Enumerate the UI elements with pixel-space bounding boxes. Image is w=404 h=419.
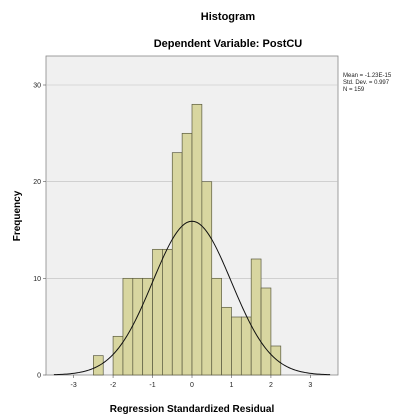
stats-box: Mean = -1.23E-15 Std. Dev. = 0.997 N = 1… (343, 73, 392, 93)
x-axis-label: Regression Standardized Residual (110, 404, 275, 415)
y-tick-label-1: 10 (33, 276, 41, 283)
x-tick-label-2: -1 (149, 382, 155, 389)
histogram-bar-6 (152, 248, 163, 376)
x-tick-label-0: -3 (71, 382, 77, 389)
x-tick-label-3: 0 (190, 382, 194, 389)
histogram-bar-2 (112, 335, 124, 376)
stats-n: N = 159 (343, 87, 365, 93)
stats-mean: Mean = -1.23E-15 (343, 73, 392, 79)
chart-title: Histogram (201, 11, 256, 23)
stats-std-dev: Std. Dev. = 0.997 (343, 80, 390, 86)
histogram-bar-17 (260, 287, 272, 376)
y-tick-label-3: 30 (33, 83, 41, 90)
y-tick-label-2: 20 (33, 179, 41, 186)
histogram-bar-11 (201, 181, 213, 376)
y-tick-label-0: 0 (37, 373, 41, 380)
x-tick-label-1: -2 (110, 382, 116, 389)
histogram-bar-9 (181, 132, 193, 376)
normal-curve-layer (53, 220, 331, 376)
histogram-bar-18 (270, 345, 282, 376)
x-tick-label-5: 2 (269, 382, 273, 389)
x-axis-ticks: -3 -2 -1 0 1 2 3 (71, 375, 312, 389)
histogram-bar-10 (191, 103, 203, 376)
histogram-bar-16 (250, 258, 262, 376)
histogram-bar-4 (132, 277, 144, 376)
histogram-bar-15 (240, 316, 252, 376)
histogram-bar-12 (211, 277, 222, 376)
chart-subtitle: Dependent Variable: PostCU (154, 38, 303, 50)
histogram-bar-8 (171, 152, 183, 376)
histogram-bars (93, 103, 282, 376)
histogram-bar-7 (162, 248, 173, 376)
histogram-bar-3 (122, 277, 134, 376)
x-tick-label-6: 3 (308, 382, 312, 389)
histogram-bar-0 (93, 355, 104, 376)
histogram-bar-14 (231, 316, 242, 376)
y-axis-label: Frequency (12, 190, 23, 241)
histogram-bar-13 (221, 306, 232, 376)
normal-curve (53, 220, 331, 376)
x-tick-label-4: 1 (230, 382, 234, 389)
y-axis-ticks: 0 10 20 30 (33, 83, 46, 380)
